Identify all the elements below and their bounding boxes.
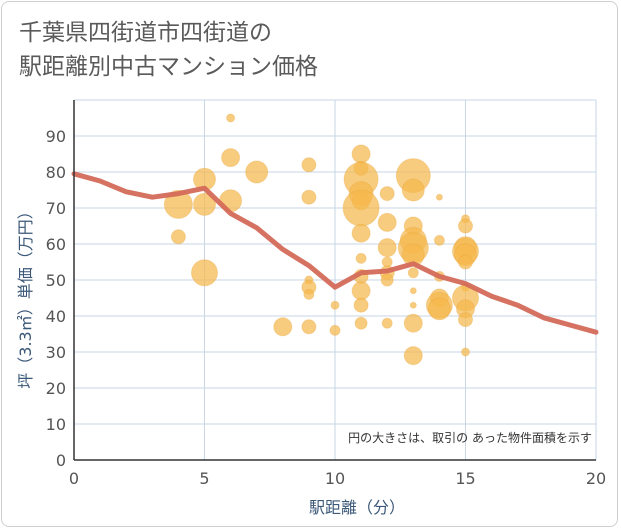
bubble-point [377, 212, 397, 232]
bubble-point [403, 346, 423, 366]
y-tick-label: 0 [56, 451, 66, 470]
x-tick-label: 10 [325, 469, 345, 488]
bubble-point [301, 319, 317, 335]
y-tick-label: 40 [46, 307, 66, 326]
y-tick-label: 20 [46, 379, 66, 398]
bubble-point [163, 189, 193, 219]
bubble-point [381, 317, 393, 329]
bubble-point [303, 288, 315, 300]
y-tick-label: 30 [46, 343, 66, 362]
bubble-point [351, 281, 371, 301]
trend-layer [71, 171, 599, 335]
bubble-point [380, 273, 394, 287]
bubble-point [458, 254, 473, 270]
x-tick-label: 5 [199, 469, 209, 488]
y-axis-label: 坪（3.3㎡）単価（万円） [16, 203, 35, 388]
bubble-point [301, 157, 317, 173]
y-tick-label: 60 [46, 235, 66, 254]
bubble-point [221, 148, 241, 168]
bubble-point [355, 252, 367, 264]
bubble-point [379, 186, 395, 202]
bubble-point [226, 113, 236, 123]
bubble-point [377, 238, 397, 258]
x-tick-label: 15 [455, 469, 475, 488]
tick-labels: 0 5 10 15 20 0 10 20 30 40 50 60 70 80 90 [46, 127, 607, 488]
bubble-point [409, 301, 417, 309]
bubble-point [458, 312, 473, 328]
bubble-point [409, 287, 417, 295]
bubble-point [401, 178, 425, 202]
bubble-point [433, 234, 445, 246]
bubble-point [354, 316, 368, 330]
note-text: 円の大きさは、取引の あった物件面積を示す [348, 430, 592, 445]
chart-title: 千葉県四街道市四街道の 駅距離別中古マンション価格 [19, 16, 318, 84]
x-axis-label: 駅距離（分） [309, 498, 405, 517]
y-tick-label: 10 [46, 415, 66, 434]
bubble-point [342, 189, 380, 227]
bubble-point [458, 218, 473, 234]
bubble-point [353, 297, 369, 313]
bubble-point [170, 229, 186, 245]
chart-title-line-1: 千葉県四街道市四街道の [19, 20, 272, 46]
bubble-point [461, 347, 470, 357]
y-tick-label: 90 [46, 127, 66, 146]
bubble-point [403, 313, 423, 333]
axes [73, 100, 596, 461]
bubble-point [435, 193, 443, 201]
x-tick-label: 20 [586, 469, 606, 488]
bubble-point [273, 317, 293, 337]
grid-lines [74, 99, 597, 460]
bubble-point [351, 144, 371, 164]
bubble-point [351, 223, 371, 243]
x-tick-label: 0 [69, 469, 79, 488]
bubble-point [245, 160, 269, 184]
y-tick-label: 50 [46, 271, 66, 290]
average-trend-line [71, 171, 599, 335]
y-tick-label: 80 [46, 163, 66, 182]
bubble-point [301, 189, 317, 205]
bubble-point [330, 300, 340, 310]
bubble-layer [163, 113, 479, 366]
y-tick-label: 70 [46, 199, 66, 218]
bubble-point [193, 192, 216, 216]
chart-title-line-2: 駅距離別中古マンション価格 [19, 54, 318, 80]
bubble-point [407, 267, 419, 279]
bubble-point [329, 324, 341, 336]
bubble-point [427, 297, 451, 321]
bubble-point [191, 259, 218, 287]
